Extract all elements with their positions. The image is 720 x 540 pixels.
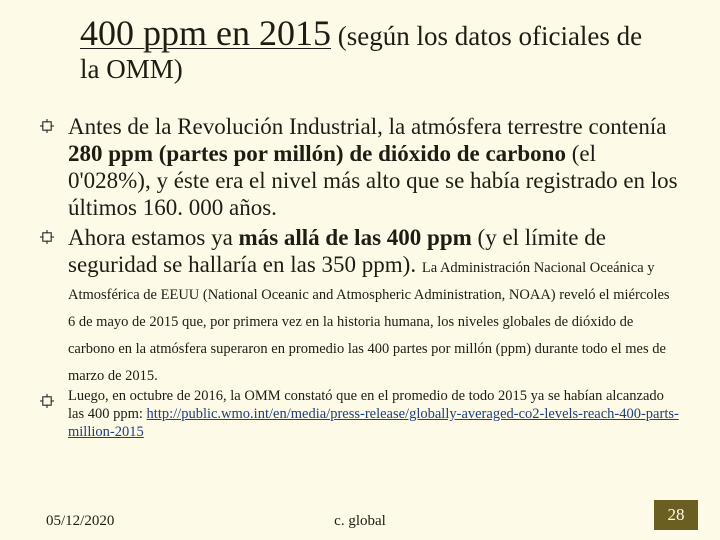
slide-title: 400 ppm en 2015 (según los datos oficial…: [80, 12, 666, 85]
bullet-icon: [40, 230, 62, 252]
slide: 400 ppm en 2015 (según los datos oficial…: [0, 0, 720, 540]
footer-center: c. global: [334, 513, 386, 530]
text-run: La Administración Nacional Oceánica y At…: [68, 260, 670, 385]
page-number-badge: 28: [654, 500, 698, 530]
bullet-icon: [40, 119, 62, 141]
text-run: Ahora estamos ya: [68, 225, 239, 250]
text-run: 280 ppm (partes por millón) de dióxido d…: [68, 141, 566, 166]
text-run: más allá de las 400 ppm: [239, 225, 472, 250]
title-main: 400 ppm en 2015: [80, 13, 331, 53]
text-run: Antes de la Revolución Industrial, la at…: [68, 114, 666, 139]
list-item-text: Ahora estamos ya más allá de las 400 ppm…: [68, 224, 680, 387]
footer-date: 05/12/2020: [46, 513, 114, 530]
external-link[interactable]: http://public.wmo.int/en/media/press-rel…: [68, 406, 679, 440]
list-item: Ahora estamos ya más allá de las 400 ppm…: [40, 224, 680, 387]
list-item: Luego, en octubre de 2016, la OMM consta…: [40, 388, 680, 441]
list-item-text: Antes de la Revolución Industrial, la at…: [68, 113, 680, 222]
list-item: Antes de la Revolución Industrial, la at…: [40, 113, 680, 222]
slide-body: Antes de la Revolución Industrial, la at…: [34, 113, 686, 441]
page-number: 28: [668, 505, 685, 525]
bullet-icon: [40, 394, 62, 416]
list-item-text: Luego, en octubre de 2016, la OMM consta…: [68, 388, 680, 441]
